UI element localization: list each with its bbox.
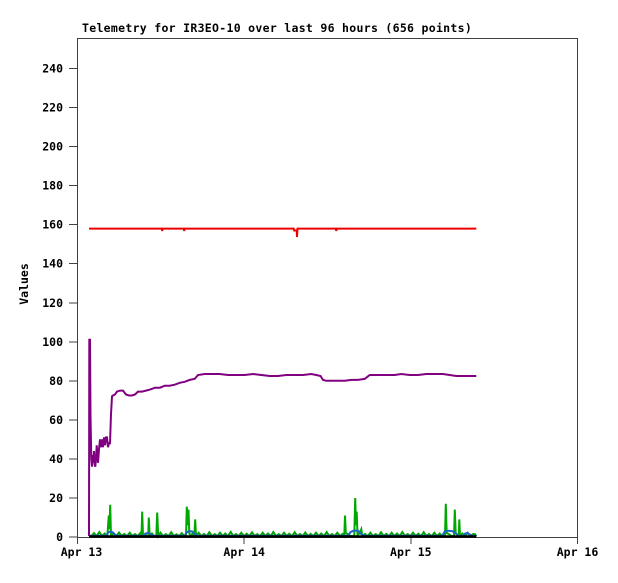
y-axis-label: Values [17, 263, 31, 305]
chart-series [88, 227, 478, 540]
x-tick-label: Apr 13 [61, 545, 103, 559]
plot-border [77, 38, 578, 538]
x-axis-ticks: Apr 13 Apr 14 Apr 15 Apr 16 [61, 537, 599, 559]
y-tick-label: 180 [42, 179, 63, 193]
y-tick-label: 220 [42, 101, 63, 115]
y-tick-label: 160 [42, 218, 63, 232]
y-tick-label: 80 [49, 374, 63, 388]
y-tick-label: 120 [42, 296, 63, 310]
x-tick-label: Apr 16 [557, 545, 599, 559]
series-limit-red-line [89, 227, 477, 238]
x-tick-label: Apr 15 [390, 545, 432, 559]
chart-title: Telemetry for IR3EO-10 over last 96 hour… [82, 21, 472, 35]
y-tick-label: 40 [49, 452, 63, 466]
y-tick-label: 0 [56, 530, 63, 544]
y-tick-label: 20 [49, 491, 63, 505]
y-tick-label: 240 [42, 62, 63, 76]
y-tick-label: 200 [42, 140, 63, 154]
y-tick-label: 140 [42, 257, 63, 271]
series-activity-green-line [90, 497, 478, 540]
y-axis-ticks: 0 20 40 60 80 100 120 140 160 180 200 220 240 [42, 62, 78, 544]
y-tick-label: 60 [49, 413, 63, 427]
x-tick-label: Apr 14 [223, 545, 265, 559]
y-tick-label: 100 [42, 335, 63, 349]
series-main-purple-line [88, 338, 477, 537]
